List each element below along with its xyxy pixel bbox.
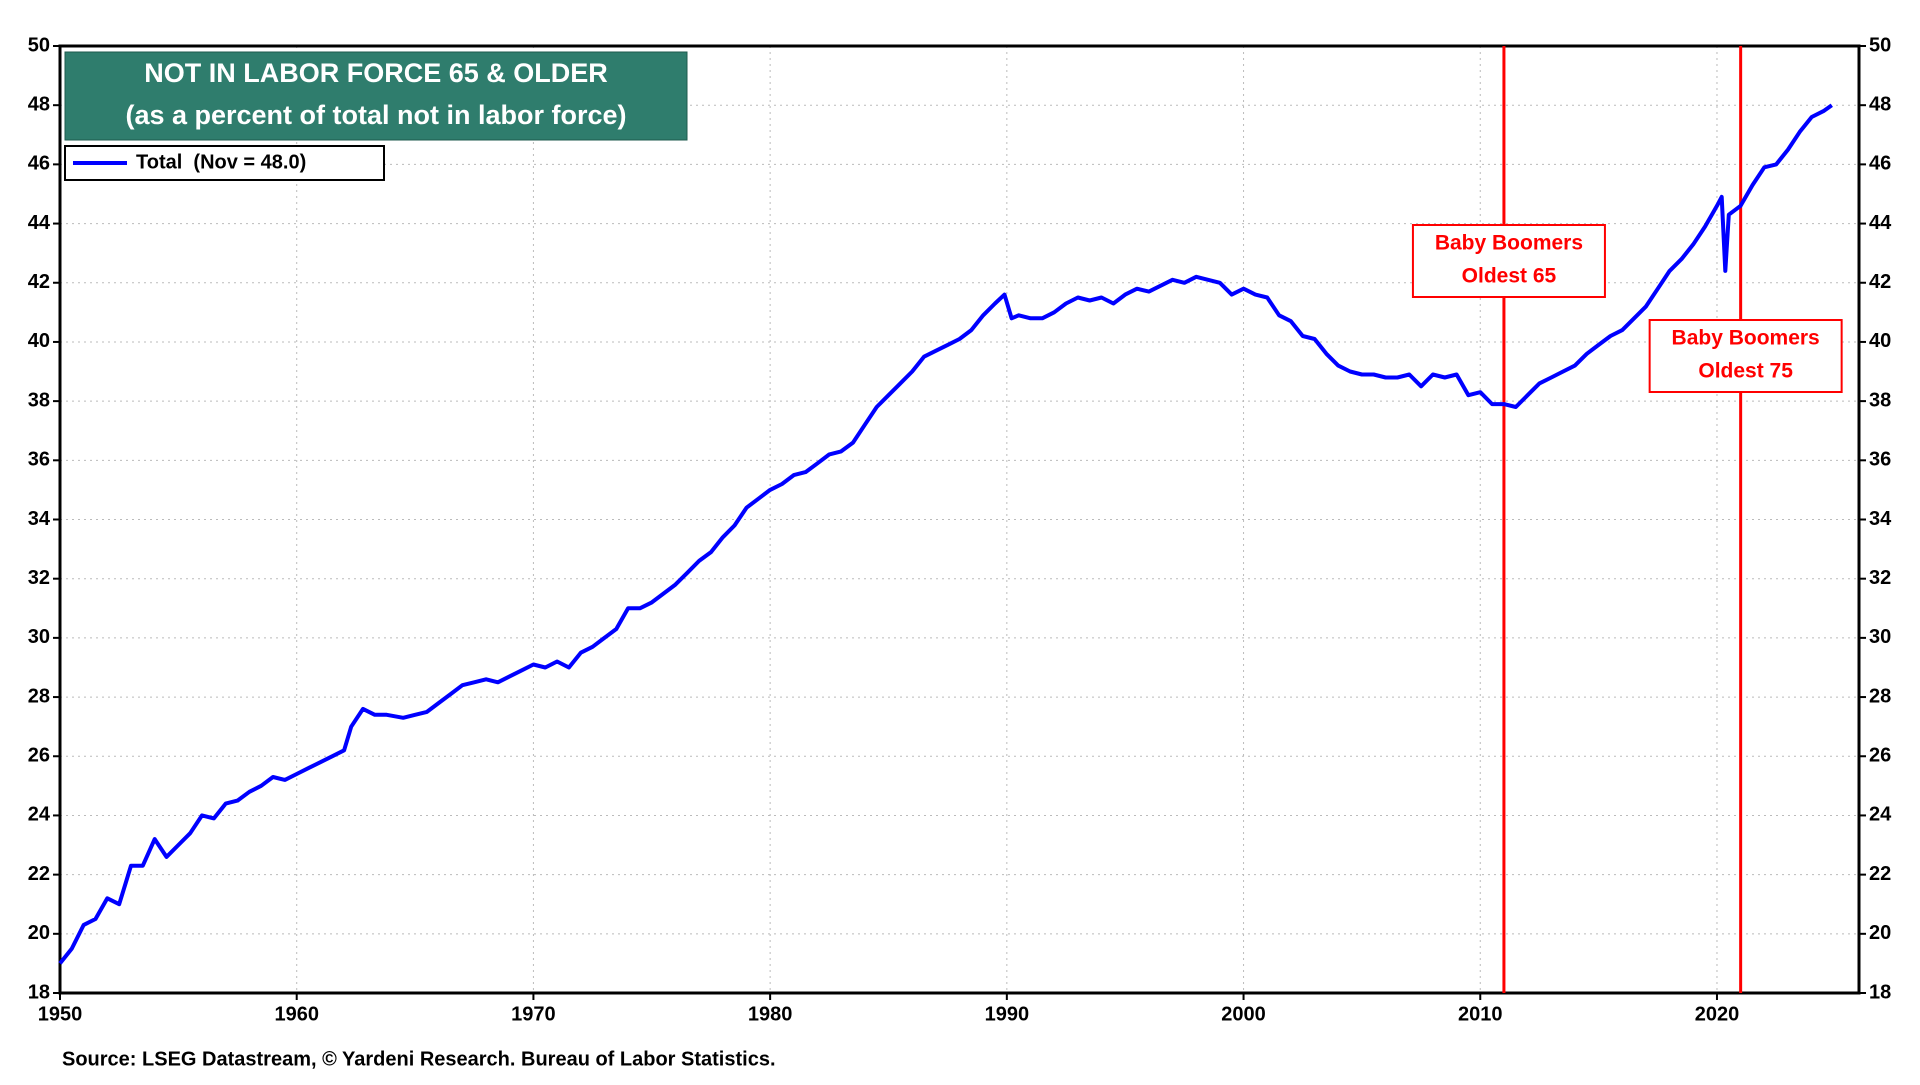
y-tick-label: 36 — [28, 449, 50, 471]
annotation-text: Oldest 65 — [1462, 265, 1557, 288]
x-tick-label: 1960 — [274, 1003, 319, 1025]
chart-subtitle: (as a percent of total not in labor forc… — [125, 100, 626, 130]
x-tick-label: 2010 — [1458, 1003, 1503, 1025]
y2-tick-label: 20 — [1869, 922, 1891, 944]
annotation-text: Baby Boomers — [1672, 327, 1820, 350]
y2-tick-label: 48 — [1869, 93, 1891, 115]
y-tick-label: 44 — [28, 212, 51, 234]
x-tick-label: 2020 — [1695, 1003, 1740, 1025]
y-tick-label: 42 — [28, 271, 50, 293]
x-tick-label: 1950 — [38, 1003, 83, 1025]
y-tick-label: 32 — [28, 567, 50, 589]
y2-tick-label: 22 — [1869, 863, 1891, 885]
y-tick-label: 18 — [28, 981, 50, 1003]
legend-label: Total (Nov = 48.0) — [136, 151, 306, 173]
y2-tick-label: 38 — [1869, 389, 1891, 411]
annotation-text: Oldest 75 — [1698, 360, 1793, 383]
y-tick-label: 20 — [28, 922, 50, 944]
y-tick-label: 40 — [28, 330, 50, 352]
x-tick-label: 1980 — [748, 1003, 793, 1025]
y-tick-label: 38 — [28, 389, 50, 411]
y-tick-label: 46 — [28, 153, 50, 175]
title-box — [64, 51, 688, 141]
y2-tick-label: 44 — [1869, 212, 1892, 234]
y-tick-label: 48 — [28, 93, 50, 115]
x-tick-label: 1990 — [985, 1003, 1030, 1025]
y-tick-label: 30 — [28, 626, 50, 648]
chart-title: NOT IN LABOR FORCE 65 & OLDER — [144, 58, 608, 88]
y2-tick-label: 24 — [1869, 804, 1892, 826]
y2-tick-label: 28 — [1869, 685, 1891, 707]
y-tick-label: 28 — [28, 685, 50, 707]
y2-tick-label: 36 — [1869, 449, 1891, 471]
y-tick-label: 26 — [28, 745, 50, 767]
source: Source: LSEG Datastream, © Yardeni Resea… — [62, 1048, 776, 1070]
y2-tick-label: 18 — [1869, 981, 1891, 1003]
y-tick-label: 22 — [28, 863, 50, 885]
y2-tick-label: 30 — [1869, 626, 1891, 648]
y-tick-label: 24 — [28, 804, 51, 826]
y-tick-label: 50 — [28, 34, 50, 56]
annotation-box — [1648, 319, 1843, 393]
y2-tick-label: 46 — [1869, 153, 1891, 175]
x-tick-label: 1970 — [511, 1003, 556, 1025]
x-tick-label: 2000 — [1221, 1003, 1266, 1025]
series-line — [58, 103, 1833, 965]
annotation-box — [1411, 224, 1606, 298]
annotation-text: Baby Boomers — [1435, 232, 1583, 255]
y2-tick-label: 26 — [1869, 745, 1891, 767]
y-tick-label: 34 — [28, 508, 51, 530]
plot-frame — [58, 44, 1861, 995]
y2-tick-label: 42 — [1869, 271, 1891, 293]
y2-tick-label: 40 — [1869, 330, 1891, 352]
y2-tick-label: 34 — [1869, 508, 1892, 530]
y2-tick-label: 50 — [1869, 34, 1891, 56]
y2-tick-label: 32 — [1869, 567, 1891, 589]
